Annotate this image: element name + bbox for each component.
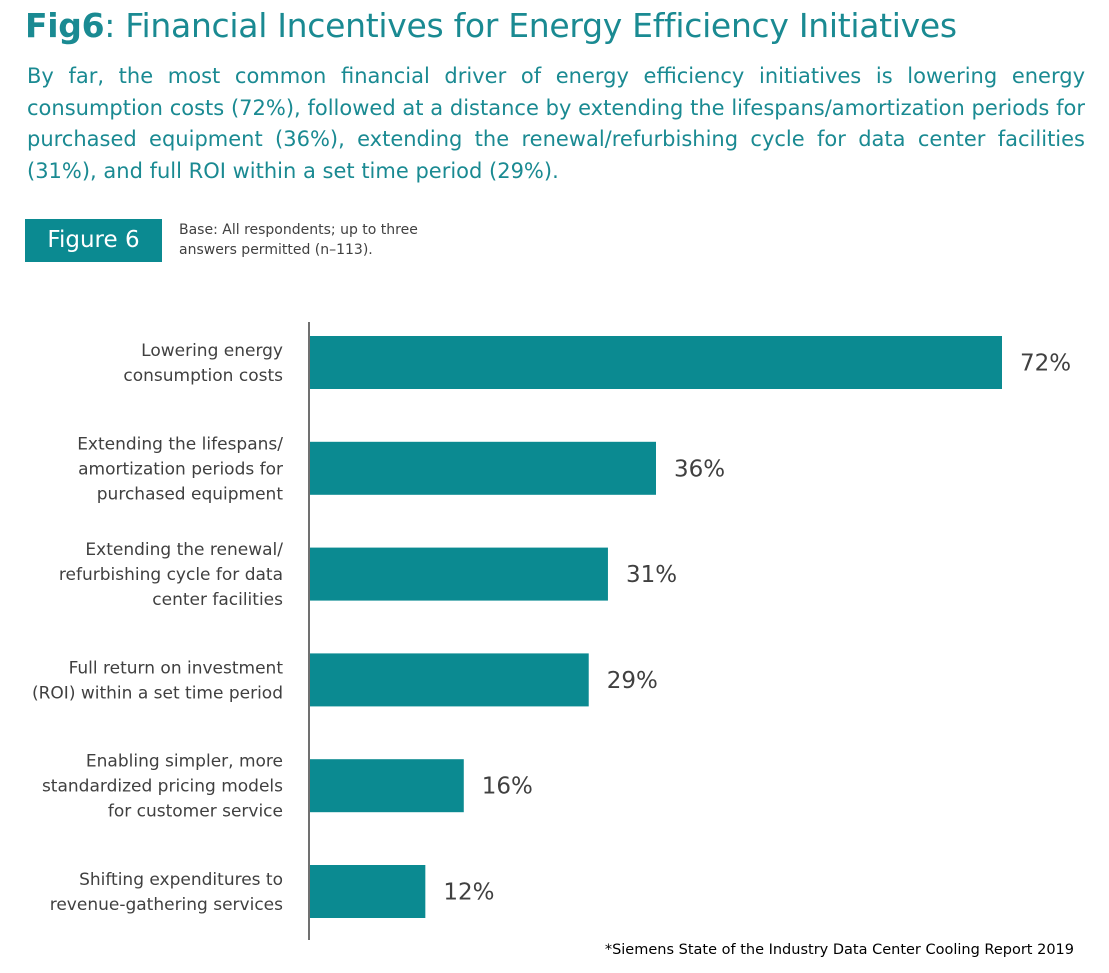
category-label-line: center facilities (152, 590, 283, 610)
category-label-line: (ROI) within a set time period (32, 683, 283, 703)
category-label-line: refurbishing cycle for data (59, 565, 283, 585)
bar-6 (310, 865, 426, 918)
category-label-3: Extending the renewal/refurbishing cycle… (59, 540, 283, 610)
chart-title: Fig6: Financial Incentives for Energy Ef… (25, 6, 957, 45)
bar-3 (310, 547, 608, 601)
value-label-2: 36% (674, 456, 725, 482)
category-label-line: amortization periods for (78, 459, 283, 479)
category-label-line: purchased equipment (97, 484, 284, 504)
category-label-line: Full return on investment (69, 658, 284, 678)
category-label-line: Enabling simpler, more (86, 752, 283, 772)
category-label-4: Full return on investment (ROI) within a … (32, 658, 283, 703)
bar-1 (310, 336, 1002, 389)
chart-subtitle: By far, the most common financial driver… (27, 64, 1085, 183)
figure-badge: Figure 6 (25, 219, 162, 262)
chart-title-prefix: Fig6 (25, 6, 105, 45)
category-label-line: Extending the lifespans/ (77, 434, 283, 454)
bar-4 (310, 653, 589, 707)
bar-chart: 72% Lowering energy consumption costs 36% Ex… (32, 322, 1071, 940)
chart-title-text: : Financial Incentives for Energy Effici… (104, 6, 957, 45)
value-label-5: 16% (482, 774, 533, 800)
base-note: Base: All respondents; up to three answe… (179, 222, 418, 258)
category-label-6: Shifting expenditures to revenue-gatherin… (50, 870, 283, 915)
source-note: *Siemens State of the Industry Data Cent… (604, 942, 1074, 958)
category-label-line: for customer service (108, 802, 283, 822)
category-label-line: standardized pricing models (42, 777, 283, 797)
category-label-1: Lowering energy consumption costs (123, 341, 283, 386)
value-label-3: 31% (626, 562, 677, 588)
category-label-5: Enabling simpler, more standardized prici… (42, 752, 283, 822)
bar-5 (310, 759, 464, 813)
category-label-line: revenue-gathering services (50, 895, 283, 915)
bar-2 (310, 441, 656, 495)
category-label-line: Shifting expenditures to (79, 870, 283, 890)
category-label-line: Lowering energy (141, 341, 283, 361)
value-label-4: 29% (607, 668, 658, 694)
category-label-2: Extending the lifespans/amortization per… (77, 434, 283, 504)
category-label-line: Extending the renewal/ (85, 540, 283, 560)
value-label-1: 72% (1020, 351, 1071, 377)
value-label-6: 12% (443, 880, 494, 906)
category-label-line: consumption costs (123, 366, 283, 386)
